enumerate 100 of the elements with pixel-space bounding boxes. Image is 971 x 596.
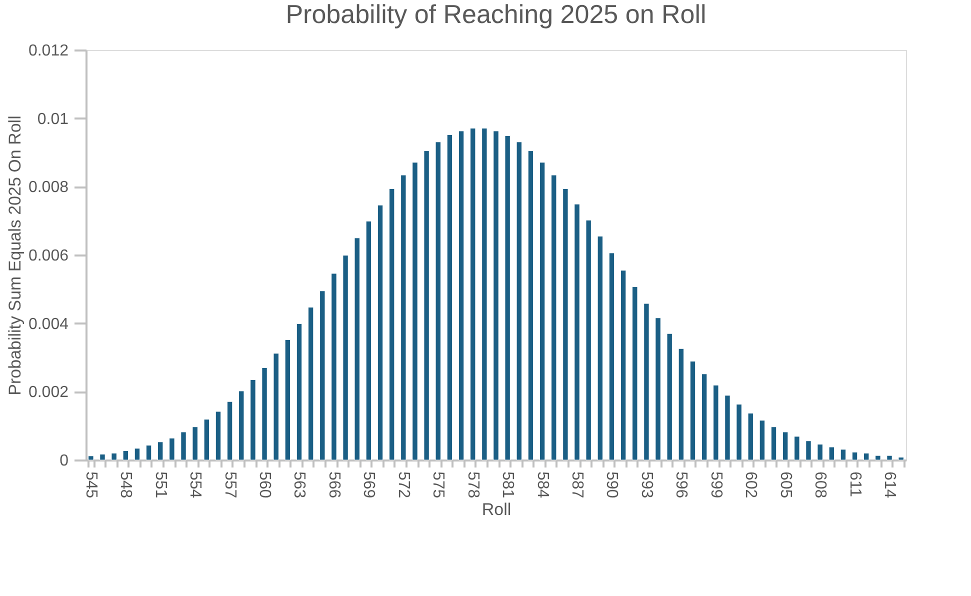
bar: [470, 128, 476, 460]
bar: [273, 353, 279, 460]
x-tick-label: 578: [464, 472, 482, 498]
bar: [852, 452, 858, 460]
bar: [828, 446, 834, 460]
bar: [412, 162, 418, 460]
bar: [192, 426, 198, 460]
bar: [122, 450, 128, 460]
bar: [215, 411, 222, 460]
bar: [632, 286, 638, 460]
x-tick-label: 581: [499, 472, 516, 498]
bar: [366, 220, 372, 460]
bar: [840, 449, 846, 460]
bar: [180, 432, 186, 460]
bar: [655, 318, 661, 460]
bar: [424, 150, 430, 460]
y-tick-label: 0.008: [28, 179, 69, 196]
y-tick-label: 0: [60, 452, 69, 470]
bar: [308, 307, 314, 460]
bar: [400, 174, 406, 460]
x-tick-label: 566: [325, 472, 342, 498]
bar: [158, 442, 164, 460]
x-tick-label: 584: [534, 472, 551, 498]
bar: [782, 432, 788, 460]
bar: [724, 395, 730, 460]
bar: [701, 374, 708, 460]
bar: [794, 436, 800, 460]
bar: [146, 445, 152, 460]
bar: [539, 162, 546, 460]
bar: [864, 452, 870, 460]
bar: [446, 134, 453, 460]
bar: [562, 188, 568, 460]
x-tick-label: 614: [881, 472, 898, 498]
y-tick-label: 0.012: [28, 42, 69, 60]
bar: [713, 384, 719, 460]
bar: [597, 236, 604, 460]
bar: [551, 174, 557, 460]
bar: [898, 457, 904, 460]
x-tick-label: 599: [707, 472, 724, 498]
x-tick-label: 605: [776, 472, 794, 498]
y-tick-label: 0.002: [28, 384, 69, 402]
bar: [516, 142, 522, 460]
bar: [250, 379, 256, 460]
bar: [435, 142, 441, 460]
bar: [886, 455, 892, 460]
y-tick-label: 0.004: [28, 316, 69, 333]
bar: [169, 438, 175, 460]
bar: [748, 412, 754, 460]
x-tick-label: 587: [568, 472, 586, 498]
bar: [238, 390, 244, 460]
bar: [204, 419, 210, 460]
bar: [736, 404, 742, 460]
bar: [644, 303, 650, 460]
x-tick-label: 575: [430, 472, 447, 498]
bar: [817, 444, 823, 460]
bar: [690, 361, 696, 460]
x-tick-label: 545: [82, 472, 100, 498]
bar: [134, 448, 140, 460]
bar: [586, 220, 592, 460]
x-tick-label: 590: [603, 472, 620, 498]
bar: [100, 454, 106, 460]
x-tick-label: 602: [742, 472, 760, 498]
bar: [342, 255, 348, 460]
bar: [262, 368, 268, 460]
x-tick-label: 563: [290, 472, 308, 498]
x-tick-label: 551: [152, 472, 169, 498]
x-tick-label: 596: [672, 472, 690, 498]
y-axis-title: Probability Sum Equals 2025 On Roll: [5, 116, 24, 396]
bar: [482, 128, 488, 460]
bar: [354, 238, 360, 460]
x-tick-label: 548: [117, 472, 134, 498]
x-tick-label: 569: [360, 472, 378, 498]
x-tick-label: 554: [186, 472, 204, 498]
bar: [331, 273, 337, 460]
x-axis-title: Roll: [482, 500, 512, 520]
x-tick-label: 593: [638, 472, 655, 498]
bar: [528, 150, 534, 460]
bar: [666, 333, 672, 460]
bar: [620, 270, 626, 460]
bar: [458, 130, 464, 460]
bar: [759, 420, 766, 460]
bar: [226, 401, 233, 460]
x-tick-label: 557: [221, 472, 238, 498]
bar: [111, 452, 117, 460]
x-tick-label: 611: [846, 472, 864, 498]
y-tick-label: 0.006: [28, 248, 69, 264]
bar: [504, 136, 510, 460]
y-tick-label: 0.01: [37, 110, 69, 128]
x-tick-label: 572: [394, 472, 412, 498]
chart-title: Probability of Reaching 2025 on Roll: [286, 0, 706, 29]
bar: [806, 440, 812, 460]
bar: [377, 204, 384, 460]
x-tick-label: 608: [812, 472, 829, 498]
bar: [296, 323, 302, 460]
bar: [493, 130, 499, 460]
bar: [388, 188, 395, 460]
x-tick-label: 560: [256, 472, 274, 498]
bar: [88, 456, 94, 460]
bar: [284, 339, 291, 460]
bar: [875, 455, 881, 460]
